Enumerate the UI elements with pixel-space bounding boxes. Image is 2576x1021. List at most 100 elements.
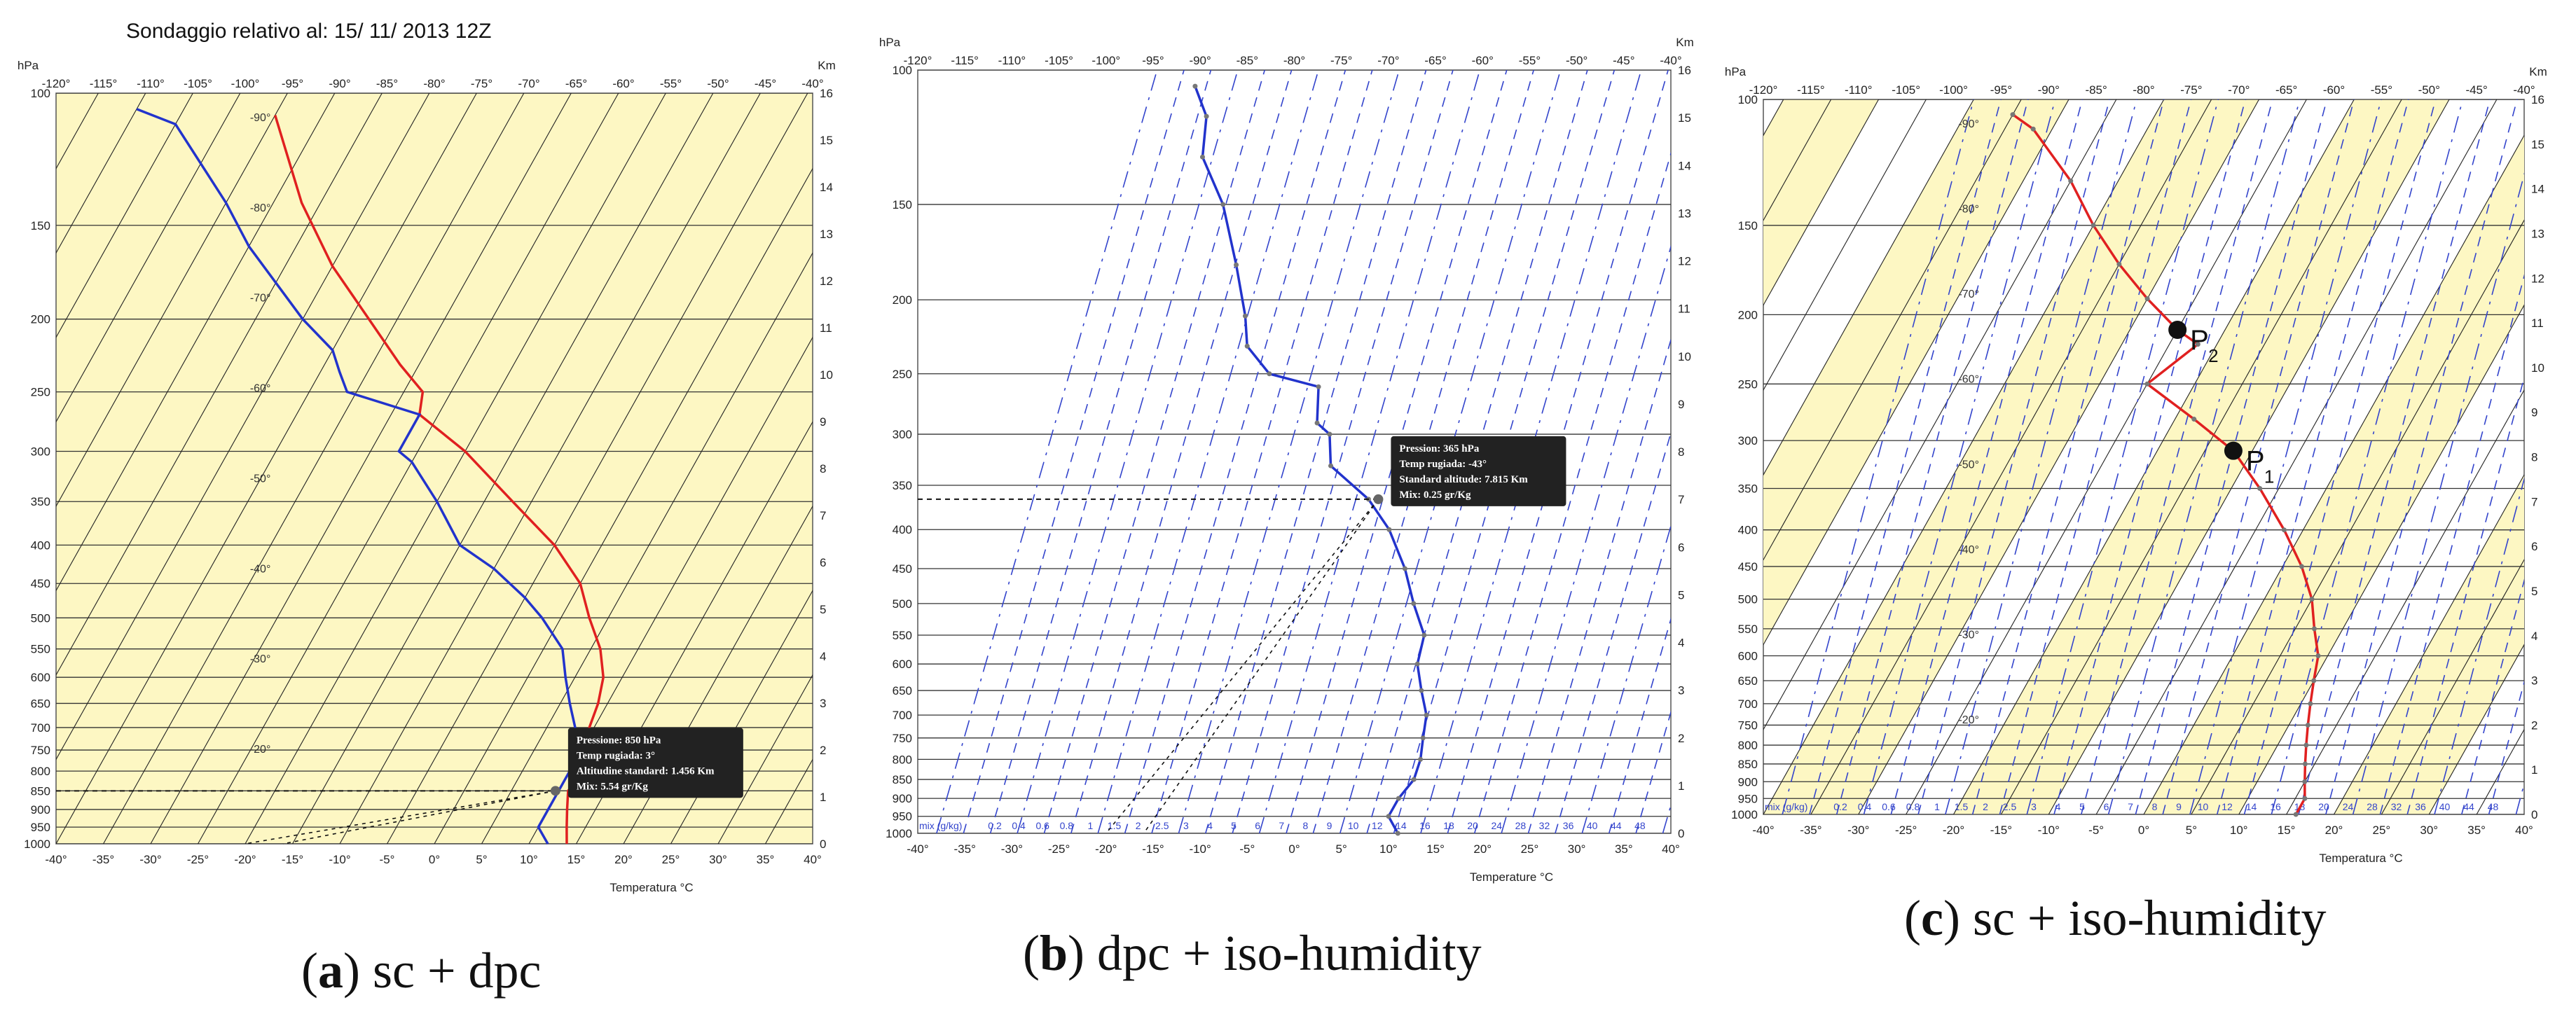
bottom-tick-label: 15° — [2278, 824, 2296, 837]
isotherm-line — [1763, 99, 2117, 730]
pressure-tick-label: 750 — [893, 732, 912, 745]
top-tick-label: -110° — [137, 77, 165, 90]
isotherm-line — [623, 505, 813, 844]
km-tick-label: 15 — [2531, 138, 2544, 151]
isotherm-line — [56, 93, 430, 760]
sounding-point — [2281, 527, 2287, 533]
pressure-tick-label: 150 — [893, 198, 912, 211]
sounding-point — [1414, 661, 1420, 667]
bottom-tick-label: 5° — [1336, 842, 1347, 856]
marker-guide — [282, 790, 556, 845]
marker-guide — [244, 790, 556, 845]
isotherm-line — [434, 167, 813, 844]
sounding-point — [1424, 712, 1429, 718]
top-tick-label: -50° — [707, 77, 729, 90]
mixing-ratio-tick-label: 20 — [1467, 820, 1478, 831]
mixing-ratio-tick-label: 28 — [1515, 820, 1527, 831]
top-tick-label: -65° — [2275, 83, 2297, 97]
pressure-tick-label: 400 — [1738, 524, 1758, 537]
dry-adiabat-label: -40° — [250, 563, 271, 575]
km-tick-label: 8 — [1678, 445, 1684, 459]
bottom-tick-label: 30° — [2420, 824, 2438, 837]
pressure-tick-label: 350 — [893, 479, 912, 492]
pressure-tick-label: 700 — [893, 709, 912, 722]
pressure-tick-label: 350 — [1738, 482, 1758, 495]
mixing-ratio-tick-label: 9 — [2176, 801, 2182, 812]
iso-humidity-line — [2271, 99, 2464, 814]
mixing-ratio-tick-label: 12 — [1372, 820, 1383, 831]
tooltip-line: Pressione: 850 hPa — [577, 735, 661, 746]
labeled-point-subscript: 2 — [2208, 345, 2218, 366]
top-tick-label: -95° — [282, 77, 303, 90]
mixing-ratio-tick-label: 1 — [1934, 801, 1940, 812]
mixing-ratio-tick-label: 44 — [2463, 801, 2474, 812]
iso-humidity-line — [1043, 70, 1265, 833]
isotherm-line — [56, 93, 288, 507]
isotherm-line — [339, 93, 761, 844]
top-tick-label: -100° — [1939, 83, 1968, 97]
isotherm-line — [1858, 99, 2259, 814]
mixing-ratio-tick-label: 0.2 — [1833, 801, 1847, 812]
top-tick-label: -60° — [1472, 54, 1494, 67]
mixing-ratio-tick-label: 36 — [1563, 820, 1574, 831]
bottom-tick-label: 35° — [757, 853, 775, 866]
top-tick-label: -90° — [329, 77, 350, 90]
chart-title: Sondaggio relativo al: 15/ 11/ 2013 12Z — [126, 20, 492, 43]
top-tick-label: -120° — [904, 54, 932, 67]
iso-humidity-line — [989, 70, 1212, 833]
km-tick-label: 4 — [820, 650, 826, 663]
iso-humidity-line — [2162, 99, 2355, 814]
marker-guide — [1143, 499, 1379, 834]
top-tick-label: -70° — [518, 77, 539, 90]
top-tick-label: -40° — [801, 77, 823, 90]
bottom-tick-label: 0° — [2138, 824, 2149, 837]
bottom-tick-label: 25° — [2373, 824, 2391, 837]
bottom-tick-label: -10° — [1189, 842, 1211, 856]
isotherm-line — [1953, 99, 2355, 814]
pressure-tick-label: 1000 — [1731, 808, 1758, 821]
bottom-tick-label: -20° — [1095, 842, 1117, 856]
bottom-tick-label: 30° — [1568, 842, 1586, 856]
mixing-ratio-tick-label: 5 — [1231, 820, 1237, 831]
iso-humidity-line — [1863, 99, 2056, 814]
iso-humidity-line — [1124, 70, 1346, 833]
iso-humidity-line — [1393, 70, 1616, 833]
iso-humidity-line — [1286, 70, 1508, 833]
bottom-tick-label: 35° — [2467, 824, 2486, 837]
pressure-tick-label: 700 — [1738, 697, 1758, 711]
bottom-tick-label: -15° — [1142, 842, 1164, 856]
isotherm-line — [56, 93, 193, 338]
iso-humidity-line — [1070, 70, 1293, 833]
mixing-ratio-tick-label: 0.6 — [1882, 801, 1896, 812]
pressure-tick-label: 200 — [31, 313, 50, 326]
sounding-point — [2091, 223, 2096, 228]
sounding-point — [1418, 756, 1424, 762]
sounding-point — [1328, 463, 1334, 468]
isotherm-line — [56, 93, 336, 592]
iso-humidity-line — [1890, 99, 2083, 814]
bottom-tick-label: -5° — [380, 853, 395, 866]
bottom-tick-label: 10° — [1379, 842, 1398, 856]
top-tick-label: -120° — [42, 77, 71, 90]
pressure-tick-label: 950 — [893, 810, 912, 824]
dry-adiabat-label: -30° — [250, 653, 271, 665]
y-axis-label-right: Km — [818, 59, 836, 72]
sounding-point — [1402, 566, 1407, 571]
km-tick-label: 13 — [2531, 227, 2544, 240]
isotherm-line — [2000, 99, 2402, 814]
pressure-tick-label: 350 — [31, 495, 50, 508]
pressure-tick-label: 500 — [893, 597, 912, 611]
bottom-tick-label: -25° — [187, 853, 209, 866]
pressure-tick-label: 600 — [893, 658, 912, 671]
isotherm-line — [1763, 99, 2069, 646]
bottom-tick-label: 10° — [520, 853, 538, 866]
km-tick-label: 12 — [1678, 255, 1691, 268]
sounding-point — [1204, 113, 1209, 119]
iso-humidity-line — [2515, 782, 2524, 814]
bottom-tick-label: 25° — [1521, 842, 1539, 856]
top-tick-label: -65° — [1424, 54, 1446, 67]
sounding-point — [1327, 431, 1332, 437]
isotherm-line — [2428, 644, 2524, 814]
mixing-ratio-tick-label: 7 — [2128, 801, 2133, 812]
panel-a: Sondaggio relativo al: 15/ 11/ 2013 12Z … — [0, 0, 876, 1021]
